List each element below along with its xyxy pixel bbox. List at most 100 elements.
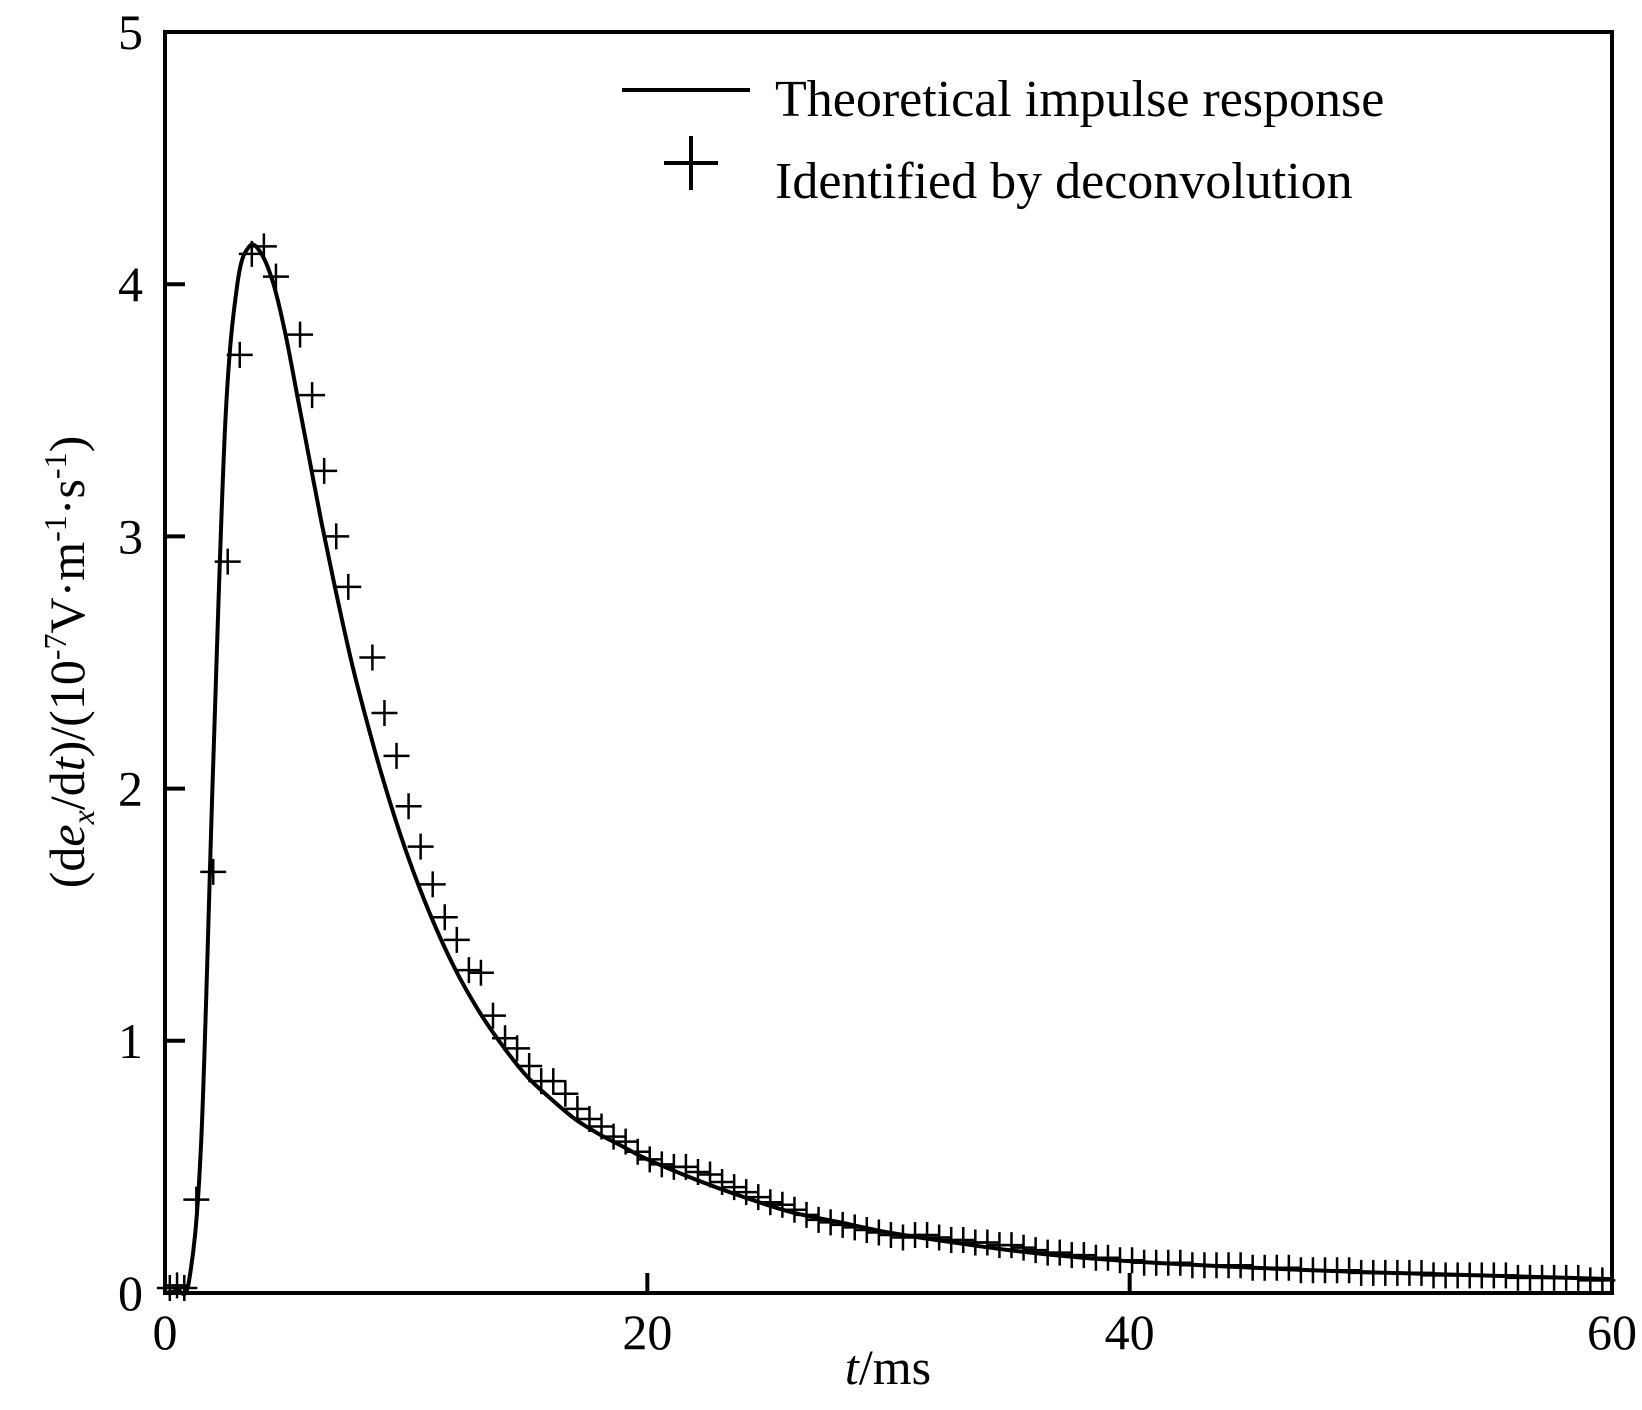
plus-marker — [769, 1191, 796, 1218]
plus-marker — [1070, 1242, 1097, 1269]
y-axis-title: (dex/dt)/(10-7V·m-1·s-1) — [37, 436, 101, 888]
plus-marker — [492, 1025, 519, 1052]
plus-marker — [183, 1186, 210, 1213]
plus-marker — [672, 1153, 699, 1180]
plus-marker — [612, 1128, 639, 1155]
legend-label-theoretical: Theoretical impulse response — [775, 71, 1384, 128]
plus-marker — [1167, 1249, 1194, 1276]
x-axis-title-var: t — [845, 1339, 860, 1395]
y-axis-title-p3: x — [65, 810, 101, 825]
legend-plus-swatch — [664, 136, 718, 190]
plus-marker — [552, 1080, 579, 1107]
plus-marker — [1022, 1237, 1049, 1264]
plus-marker — [335, 573, 362, 600]
plus-marker — [540, 1068, 567, 1095]
plus-marker — [359, 644, 386, 671]
x-tick-label-0: 0 — [153, 1304, 178, 1360]
plus-marker — [262, 263, 289, 290]
y-axis-title-p7: -7 — [37, 634, 73, 661]
plus-marker — [1408, 1259, 1435, 1286]
plus-marker — [250, 233, 277, 260]
plus-marker — [853, 1216, 880, 1243]
plus-marker — [865, 1219, 892, 1246]
plus-marker — [299, 382, 326, 409]
y-axis-title-p5: t — [39, 756, 95, 771]
plus-marker — [1094, 1244, 1121, 1271]
plus-marker — [479, 1002, 506, 1029]
plus-marker — [371, 699, 398, 726]
y-axis-title-p9: -1 — [37, 515, 73, 542]
plus-marker — [443, 926, 470, 953]
y-tick-label-3: 3 — [118, 508, 143, 564]
plus-marker — [805, 1206, 832, 1233]
plus-marker — [226, 341, 253, 368]
plus-marker — [1336, 1257, 1363, 1284]
plus-marker — [974, 1229, 1001, 1256]
plus-marker — [431, 904, 458, 931]
plus-marker — [171, 1274, 198, 1301]
plus-marker — [383, 742, 410, 769]
y-axis-title-p6: )/(10 — [39, 660, 95, 757]
plus-marker — [684, 1158, 711, 1185]
legend: Theoretical impulse response Identified … — [622, 71, 1384, 210]
y-tick-label-1: 1 — [118, 1013, 143, 1069]
plus-marker — [564, 1095, 591, 1122]
y-axis-title-p4: /d — [39, 771, 95, 810]
plus-marker — [407, 833, 434, 860]
plus-marker — [889, 1224, 916, 1251]
plus-marker — [504, 1035, 531, 1062]
plus-marker — [455, 957, 482, 984]
y-axis-title-p12: ) — [39, 436, 95, 453]
plus-marker — [287, 321, 314, 348]
y-axis-title-p2: e — [39, 824, 95, 846]
plus-marker — [200, 858, 227, 885]
y-axis-title-p11: -1 — [37, 452, 73, 479]
ticks-layer: 0 20 40 60 0 1 2 3 4 5 — [118, 4, 1637, 1360]
x-axis-title-unit: /ms — [859, 1339, 931, 1395]
plus-marker — [998, 1232, 1025, 1259]
plus-marker — [588, 1113, 615, 1140]
plus-marker — [926, 1224, 953, 1251]
plus-marker — [467, 959, 494, 986]
plus-marker — [733, 1179, 760, 1206]
x-tick-label-40: 40 — [1105, 1304, 1155, 1360]
y-tick-label-4: 4 — [118, 256, 143, 312]
plus-marker — [914, 1221, 941, 1248]
plus-marker — [516, 1053, 543, 1080]
y-axis-title-p1: (d — [39, 847, 95, 889]
plus-marker — [311, 457, 338, 484]
marks-layer — [156, 233, 1616, 1301]
plus-marker — [214, 548, 241, 575]
x-axis-title: t/ms — [845, 1339, 931, 1395]
y-axis-title-p10: ·s — [39, 479, 95, 515]
plus-marker — [1010, 1234, 1037, 1261]
plus-marker — [817, 1209, 844, 1236]
plus-marker — [793, 1201, 820, 1228]
plus-marker — [648, 1151, 675, 1178]
legend-label-identified: Identified by deconvolution — [775, 153, 1353, 210]
y-tick-label-0: 0 — [118, 1265, 143, 1321]
plus-marker — [829, 1211, 856, 1238]
y-tick-label-2: 2 — [118, 761, 143, 817]
plus-marker — [757, 1189, 784, 1216]
x-tick-label-20: 20 — [622, 1304, 672, 1360]
plus-marker — [745, 1184, 772, 1211]
plus-marker — [721, 1174, 748, 1201]
plus-marker — [1275, 1254, 1302, 1281]
plot-frame — [163, 30, 1614, 1295]
plus-marker — [950, 1227, 977, 1254]
plus-marker — [1227, 1252, 1254, 1279]
plus-marker — [395, 793, 422, 820]
y-axis-title-p8: V·m — [39, 542, 95, 634]
plus-marker — [1492, 1262, 1519, 1289]
y-tick-label-5: 5 — [118, 4, 143, 60]
plus-marker — [636, 1146, 663, 1173]
plus-marker — [419, 871, 446, 898]
x-tick-label-60: 60 — [1587, 1304, 1637, 1360]
plus-marker — [1119, 1247, 1146, 1274]
plus-marker — [781, 1196, 808, 1223]
plus-marker — [841, 1214, 868, 1241]
plus-marker — [1046, 1239, 1073, 1266]
plus-marker — [600, 1123, 627, 1150]
series-theoretical-line — [164, 242, 1613, 1296]
